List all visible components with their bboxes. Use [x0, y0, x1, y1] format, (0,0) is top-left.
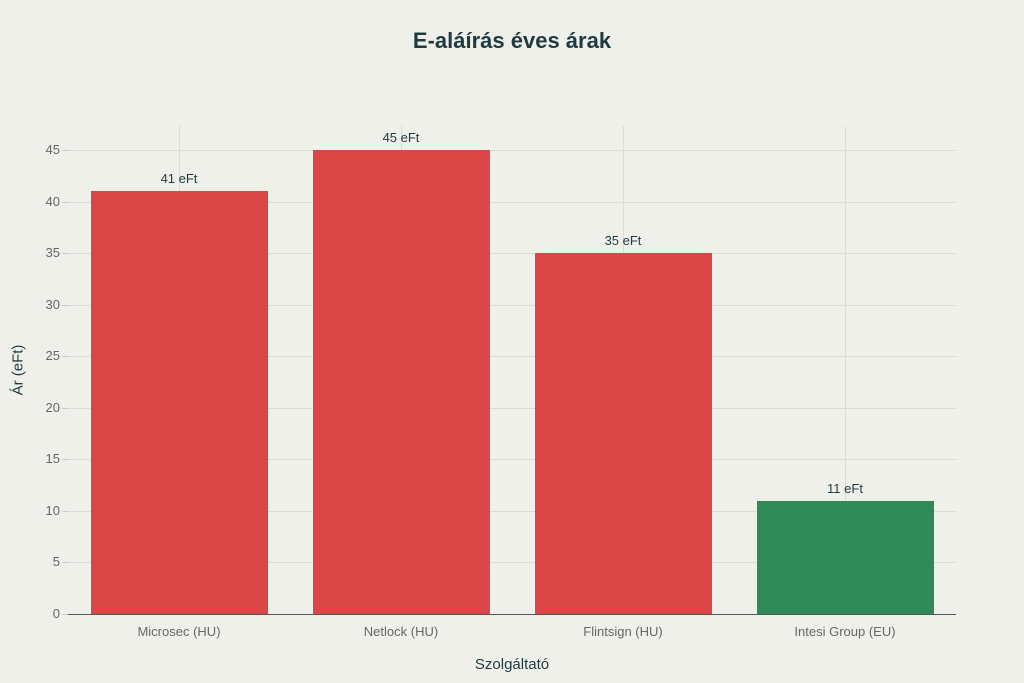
y-tick-mark: [62, 253, 68, 255]
h-gridline: [68, 356, 956, 358]
h-gridline: [68, 459, 956, 461]
y-tick-label: 30: [45, 296, 60, 312]
y-tick-label: 10: [45, 502, 60, 518]
h-gridline: [68, 510, 956, 512]
x-tick-label: Netlock (HU): [363, 624, 439, 639]
bar-value-label: 11 eFt: [827, 480, 863, 496]
x-tick-label: Intesi Group (EU): [794, 624, 896, 639]
h-gridline: [68, 407, 956, 409]
y-tick-mark: [62, 459, 68, 461]
v-gridline: [845, 126, 846, 614]
y-tick-label: 25: [45, 348, 60, 364]
chart-title: E-aláírás éves árak: [412, 28, 612, 53]
x-axis-line: [68, 614, 956, 615]
y-tick-mark: [62, 150, 68, 151]
x-axis-label: Szolgáltató: [474, 656, 550, 673]
y-tick-mark: [62, 407, 68, 409]
y-tick-label: 5: [52, 554, 60, 570]
y-tick-mark: [62, 201, 68, 203]
bar[interactable]: [756, 500, 934, 614]
y-tick-mark: [62, 510, 68, 512]
bar[interactable]: [90, 191, 268, 614]
y-tick-mark: [62, 614, 68, 615]
h-gridline: [68, 304, 956, 306]
h-gridline: [68, 150, 956, 151]
y-tick-mark: [62, 562, 68, 564]
y-tick-label: 20: [45, 399, 60, 415]
bar-value-label: 41 eFt: [160, 171, 198, 187]
y-tick-label: 15: [45, 451, 60, 467]
x-tick-label: Flintsign (HU): [583, 624, 663, 639]
h-gridline: [68, 253, 956, 255]
y-axis-label: Ár (eFt): [9, 344, 27, 396]
y-tick-label: 45: [45, 142, 60, 157]
bar[interactable]: [534, 253, 712, 614]
y-tick-mark: [62, 356, 68, 358]
h-gridline: [68, 201, 956, 203]
bar-value-label: 35 eFt: [604, 233, 642, 249]
bar-value-label: 45 eFt: [382, 130, 420, 145]
h-gridline: [68, 562, 956, 564]
y-tick-label: 0: [52, 606, 60, 621]
y-tick-mark: [62, 304, 68, 306]
bar[interactable]: [312, 150, 490, 614]
y-tick-label: 35: [45, 245, 60, 261]
y-tick-label: 40: [45, 193, 60, 209]
x-tick-label: Microsec (HU): [137, 624, 221, 639]
